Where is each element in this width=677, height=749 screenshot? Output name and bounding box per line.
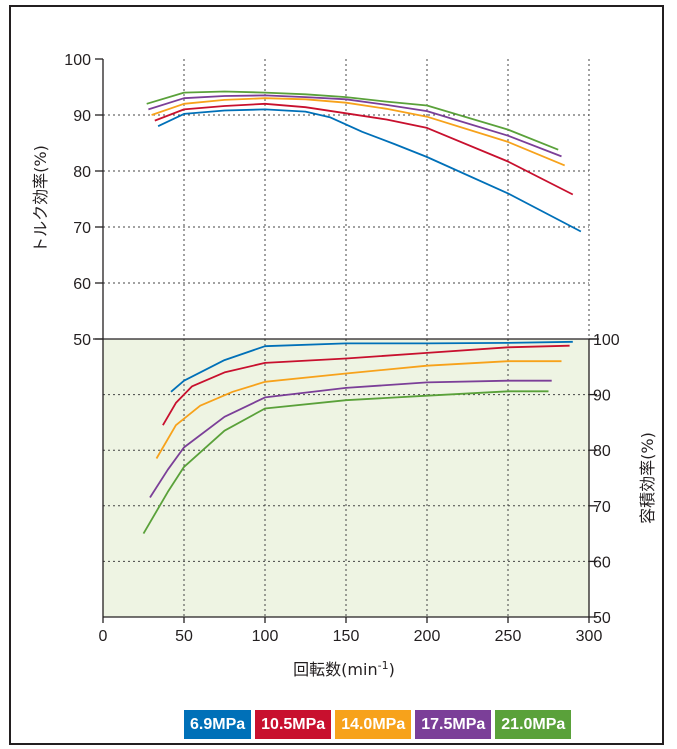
volume-series-17.5MPa (149, 379, 552, 498)
volume-series-21.0MPa (142, 390, 549, 535)
x-tick-label: 250 (495, 628, 522, 645)
legend-item: 17.5MPa (415, 710, 492, 739)
volume-series-14.0MPa (155, 360, 562, 459)
volume-y-axis-title: 容積効率(%) (638, 432, 657, 524)
torque-series-6.9MPa (157, 108, 582, 233)
volume-series-10.5MPa (162, 344, 570, 426)
torque-series-21.0MPa (146, 90, 559, 151)
torque-y-tick-label: 60 (73, 276, 91, 293)
legend-item: 10.5MPa (255, 710, 332, 739)
x-tick-label: 200 (414, 628, 441, 645)
x-tick-label: 0 (99, 628, 108, 645)
torque-y-tick-label: 50 (73, 332, 91, 349)
torque-series-14.0MPa (151, 97, 566, 167)
volume-y-tick-label: 80 (593, 443, 611, 460)
torque-y-tick-label: 100 (64, 52, 91, 69)
torque-y-tick-label: 90 (73, 108, 91, 125)
legend-item: 21.0MPa (495, 710, 572, 739)
torque-y-axis-title: トルク効率(%) (31, 145, 50, 253)
x-tick-label: 300 (576, 628, 603, 645)
torque-y-tick-label: 80 (73, 164, 91, 181)
volume-series-6.9MPa (170, 340, 573, 393)
volume-y-tick-label: 70 (593, 499, 611, 516)
x-tick-label: 100 (252, 628, 279, 645)
legend-item: 6.9MPa (184, 710, 252, 739)
x-axis-title: 回転数(min-1) (293, 659, 395, 679)
torque-series-10.5MPa (154, 102, 574, 196)
torque-series-17.5MPa (148, 94, 562, 158)
chart-legend: 6.9MPa 10.5MPa 14.0MPa 17.5MPa 21.0MPa (184, 710, 572, 739)
volume-y-tick-label: 100 (593, 332, 620, 349)
volume-y-tick-label: 90 (593, 388, 611, 405)
torque-y-tick-label: 70 (73, 220, 91, 237)
x-tick-label: 50 (175, 628, 193, 645)
legend-item: 14.0MPa (335, 710, 412, 739)
x-tick-label: 150 (333, 628, 360, 645)
volume-y-tick-label: 50 (593, 610, 611, 627)
volume-y-tick-label: 60 (593, 554, 611, 571)
